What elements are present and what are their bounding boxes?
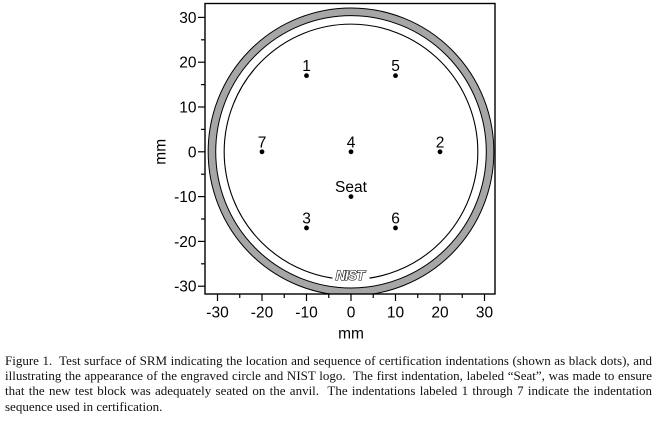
outer-ring-inner-edge [215,15,487,289]
indentation-label-4: 4 [347,134,356,151]
nist-logo-backing [332,269,370,282]
y-axis: -30 -20 -10 0 10 20 30 mm [153,10,205,296]
plot-frame [204,2,496,295]
indentation-dot-7 [259,149,265,155]
indentation-dot-4 [348,149,354,155]
indentation-dot-5 [393,73,398,79]
x-tick-label--30: -30 [206,305,229,322]
y-tick-label--10: -10 [174,189,197,206]
indentation-label-1: 1 [302,58,311,75]
block-surface [207,7,495,294]
x-tick-label-0: 0 [347,305,356,322]
indentation-label-Seat: Seat [335,179,368,196]
y-tick-label-0: 0 [188,144,197,161]
indentation-label-6: 6 [391,210,400,227]
x-tick-label--10: -10 [295,305,318,322]
indentation-points: 1 5 7 4 2 Seat 3 6 [258,58,445,231]
indentation-dot-3 [304,225,309,231]
y-tick-label-10: 10 [179,100,197,117]
y-axis-title: mm [153,139,170,165]
x-axis: -30 -20 -10 0 10 20 30 mm [206,294,493,343]
nist-logo: NIST [332,267,370,284]
x-tick-label-30: 30 [476,305,494,322]
y-tick-label-20: 20 [179,55,197,72]
y-tick-label--30: -30 [174,279,197,296]
indentation-label-5: 5 [391,58,400,75]
outer-ring-fill [208,8,494,294]
indentation-dot-2 [437,149,443,155]
indentation-dot-6 [393,225,398,231]
srm-test-surface-plot: NIST -30 -20 -10 0 10 20 30 mm -30 -20 -10 0 10 20 30 mm… [153,2,496,343]
indentation-label-3: 3 [302,210,311,227]
x-tick-label-20: 20 [431,305,449,322]
indentation-dot-Seat [348,194,354,200]
x-tick-label-10: 10 [387,305,405,322]
indentation-label-7: 7 [258,134,267,151]
indentation-dot-1 [304,73,309,79]
y-tick-label--20: -20 [174,234,197,251]
y-tick-label-30: 30 [179,10,197,27]
nist-logo-text: NIST [336,268,367,283]
figure-caption: Figure 1. Test surface of SRM indicating… [5,353,656,414]
indentation-label-2: 2 [436,134,445,151]
outer-ring-outer-edge [207,7,495,294]
x-axis-title: mm [338,326,364,343]
x-tick-label--20: -20 [251,305,274,322]
